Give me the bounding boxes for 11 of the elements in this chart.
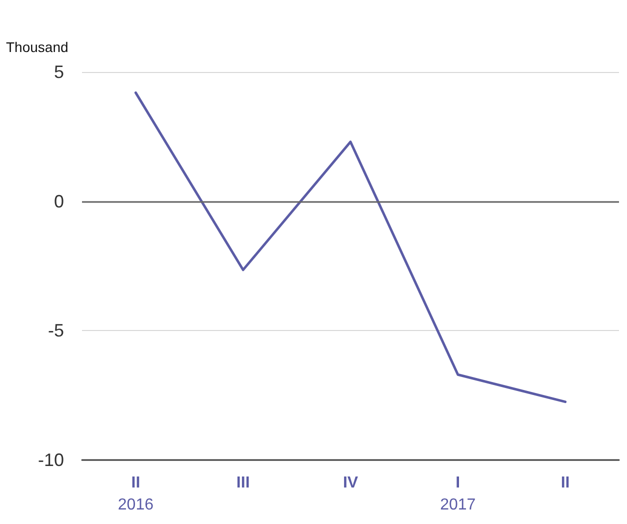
x-tick-label: I 2017: [440, 474, 476, 514]
x-tick-label: IV: [342, 474, 358, 492]
y-axis-title: Thousand: [6, 39, 68, 55]
y-tick-label: 0: [54, 191, 64, 212]
x-tick-label: II: [560, 474, 570, 492]
line-series: [134, 91, 567, 404]
x-tick-label: II 2016: [118, 474, 154, 514]
x-tick-label: III: [236, 474, 250, 492]
y-tick-label: -10: [38, 450, 64, 470]
y-tick-label: 5: [54, 62, 64, 82]
y-tick-label: -5: [48, 320, 64, 341]
